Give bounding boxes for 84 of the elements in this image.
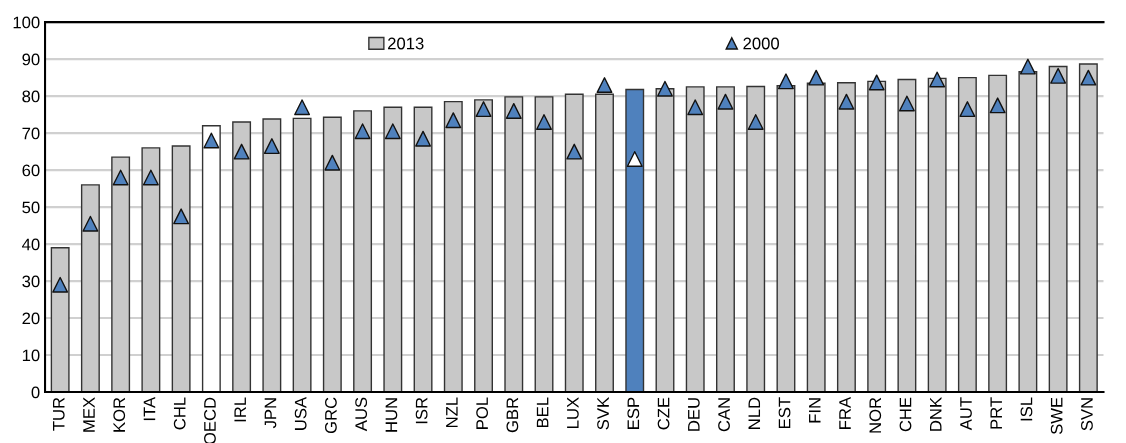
x-tick-label: AUT: [960, 397, 972, 431]
legend-label: 2013: [388, 37, 424, 50]
y-tick-label: 50: [22, 201, 40, 214]
y-tick-label: 10: [22, 349, 40, 362]
x-tick-label: IRL: [234, 397, 246, 422]
x-tick-label: ISL: [1020, 397, 1033, 421]
x-tick-label: AUS: [355, 397, 368, 432]
x-tick-label: ESP: [627, 397, 640, 429]
point: [596, 77, 613, 94]
point: [898, 95, 915, 112]
point: [777, 73, 794, 90]
x-tick-label: MEX: [83, 397, 95, 432]
x-tick-label: ISR: [415, 397, 428, 424]
point: [233, 143, 250, 160]
y-tick-label: 0: [31, 386, 40, 399]
point: [112, 169, 129, 186]
point: [354, 123, 371, 140]
x-tick-label: GRC: [325, 397, 337, 434]
x-tick-label: CZE: [657, 397, 670, 430]
point: [173, 208, 190, 225]
point: [203, 132, 220, 149]
point: [263, 138, 280, 155]
point: [929, 71, 946, 88]
point: [657, 80, 673, 97]
y-tick-label: 60: [22, 164, 40, 177]
x-tick-label: TUR: [53, 397, 65, 431]
point: [717, 93, 734, 110]
point: [1019, 58, 1036, 75]
point: [384, 123, 401, 140]
x-tick-label: ITA: [143, 396, 156, 421]
x-tick-label: BEL: [536, 397, 549, 428]
x-tick-label: GBR: [506, 397, 519, 433]
x-tick-label: FRA: [839, 396, 851, 429]
x-tick-label: LUX: [567, 397, 579, 428]
point: [989, 97, 1006, 114]
bar: [201, 125, 221, 393]
point: [747, 114, 764, 131]
x-tick-label: HUN: [385, 398, 398, 432]
y-tick-label: 90: [22, 53, 40, 66]
point: [142, 169, 159, 186]
point: [868, 74, 885, 91]
x-tick-label: NOR: [869, 397, 882, 433]
point: [959, 101, 976, 118]
point: [445, 112, 462, 129]
point: [294, 99, 311, 116]
point: [82, 215, 99, 232]
point: [52, 276, 69, 293]
point: [324, 154, 341, 171]
x-tick-label: DEU: [688, 398, 700, 431]
x-tick-label: NZL: [446, 397, 458, 428]
y-tick-label: 20: [22, 312, 40, 325]
point: [415, 130, 432, 147]
bar: [625, 88, 645, 393]
y-tick-label: 70: [22, 127, 40, 140]
point: [1050, 67, 1067, 84]
point: [536, 114, 552, 131]
x-tick-label: JPN: [264, 398, 277, 429]
x-tick-label: CHL: [173, 397, 186, 430]
x-tick-label: USA: [294, 396, 307, 430]
x-tick-label: POL: [476, 397, 489, 429]
y-tick-label: 100: [13, 16, 40, 29]
x-tick-label: SVN: [1081, 398, 1093, 431]
x-tick-label: KOR: [113, 397, 126, 432]
x-tick-label: CHE: [899, 397, 912, 432]
x-tick-label: DNK: [930, 397, 942, 431]
x-tick-label: SWE: [1050, 397, 1063, 435]
x-tick-label: NLD: [748, 397, 761, 429]
legend-label: 2000: [743, 37, 780, 50]
point: [475, 101, 492, 118]
point: [687, 99, 704, 116]
point: [1080, 69, 1097, 86]
y-tick-label: 40: [22, 238, 40, 251]
y-tick-label: 30: [22, 275, 40, 288]
point: [505, 102, 522, 119]
x-tick-label: PRT: [990, 397, 1002, 429]
x-tick-label: EST: [778, 397, 791, 428]
x-tick-label: SVK: [597, 397, 609, 430]
x-tick-label: FIN: [809, 398, 821, 423]
x-tick-label: CAN: [718, 398, 730, 432]
point: [838, 93, 855, 110]
point: [808, 69, 825, 86]
point: [566, 143, 583, 160]
point: [626, 151, 643, 167]
y-tick-label: 80: [22, 90, 40, 103]
